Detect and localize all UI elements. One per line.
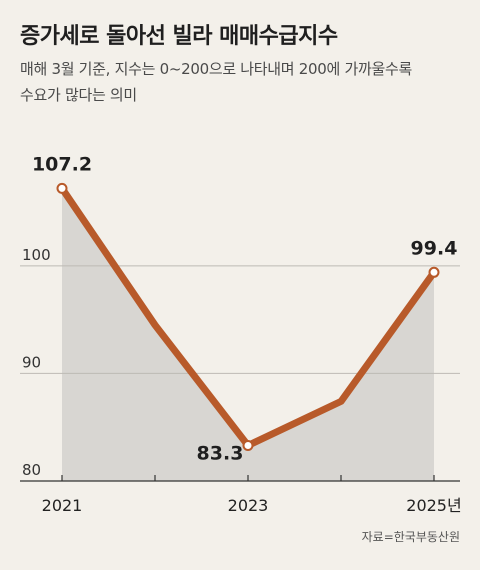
data-point-marker [242,440,254,451]
data-label: 99.4 [411,237,458,259]
subtitle-line-2: 수요가 많다는 의미 [20,86,137,104]
x-tick-label: 2021 [42,496,83,515]
chart-subtitle: 매해 3월 기준, 지수는 0~200으로 나타내며 200에 가까울수록 수요… [20,56,460,108]
area-fill [62,188,434,482]
y-tick-label: 80 [22,461,41,479]
subtitle-line-1: 매해 3월 기준, 지수는 0~200으로 나타내며 200에 가까울수록 [20,60,412,78]
data-point-marker [428,266,440,278]
data-label: 107.2 [32,153,92,175]
data-point-marker [56,182,68,194]
y-tick-label: 100 [22,246,51,264]
x-tick-label: 2025년 [406,496,461,515]
chart-title: 증가세로 돌아선 빌라 매매수급지수 [20,24,338,49]
source-note: 자료=한국부동산원 [361,530,460,544]
data-label: 83.3 [197,443,244,465]
x-tick-label: 2023 [228,496,269,515]
y-tick-label: 90 [22,353,41,371]
